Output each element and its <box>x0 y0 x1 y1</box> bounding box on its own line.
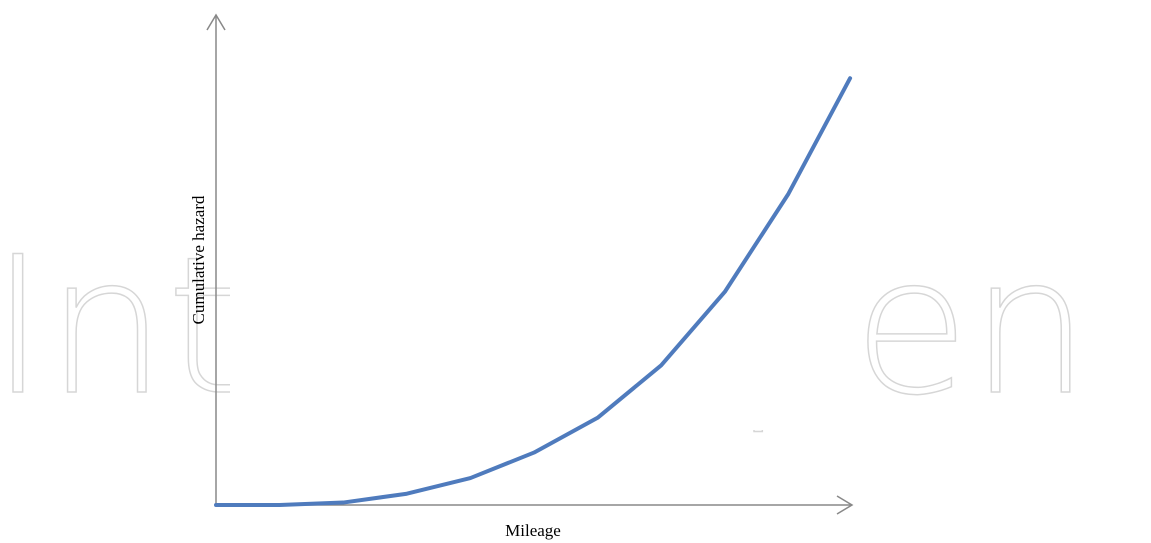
line-series <box>214 76 853 507</box>
x-axis-arrow <box>836 495 854 515</box>
plot-background <box>230 150 850 430</box>
y-axis-title: Cumulative hazard <box>189 195 208 324</box>
y-axis-arrow <box>206 13 226 31</box>
x-axis-title: Mileage <box>505 521 561 540</box>
